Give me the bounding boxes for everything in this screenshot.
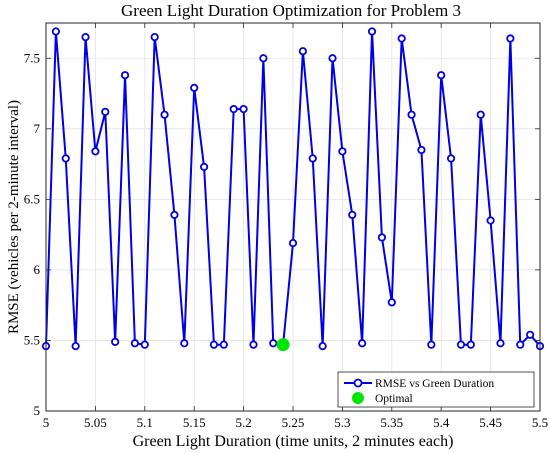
rmse-point	[526, 330, 535, 339]
rmse-point	[466, 340, 475, 349]
rmse-point	[51, 27, 60, 36]
rmse-point	[358, 339, 367, 348]
x-axis-label: Green Light Duration (time units, 2 minu…	[133, 433, 454, 450]
rmse-point	[229, 104, 238, 114]
rmse-point	[219, 340, 228, 349]
x-tick-label: 5.2	[235, 415, 251, 430]
rmse-point	[486, 216, 495, 225]
rmse-point	[249, 340, 258, 349]
rmse-point	[348, 210, 357, 219]
rmse-point	[170, 210, 179, 219]
rmse-point	[496, 339, 505, 348]
rmse-point	[456, 340, 466, 349]
rmse-point	[81, 33, 90, 42]
legend-label-rmse: RMSE vs Green Duration	[375, 378, 494, 390]
rmse-point	[160, 110, 169, 119]
rmse-point	[288, 239, 298, 248]
rmse-point	[61, 154, 70, 163]
rmse-point	[298, 47, 307, 56]
rmse-point	[130, 339, 140, 348]
rmse-point	[446, 154, 456, 163]
rmse-point	[407, 110, 416, 119]
x-tick-label: 5	[43, 415, 50, 430]
rmse-point	[150, 33, 159, 42]
rmse-point	[318, 341, 327, 351]
rmse-point	[367, 27, 377, 36]
rmse-point	[140, 340, 149, 349]
y-tick-label: 5.5	[24, 332, 40, 347]
rmse-point	[209, 340, 219, 349]
rmse-point	[437, 71, 446, 80]
optimal-point	[276, 338, 290, 352]
y-tick-label: 5	[34, 403, 41, 418]
legend-marker-rmse	[353, 378, 363, 388]
x-tick-label: 5.05	[84, 415, 107, 430]
x-tick-label: 5.35	[380, 415, 403, 430]
chart-title: Green Light Duration Optimization for Pr…	[121, 1, 461, 20]
y-tick-label: 7.5	[24, 50, 40, 65]
x-tick-label: 5.25	[282, 415, 305, 430]
rmse-point	[101, 107, 110, 116]
rmse-point	[387, 298, 396, 307]
rmse-point	[91, 147, 100, 156]
rmse-point	[427, 340, 436, 349]
rmse-point	[259, 54, 268, 63]
x-tick-label: 5.15	[183, 415, 206, 430]
x-tick-label: 5.4	[433, 415, 450, 430]
y-axis-label: RMSE (vehicles per 2-minute interval)	[6, 100, 22, 334]
rmse-point	[417, 145, 426, 155]
rmse-point	[328, 54, 337, 63]
rmse-point	[180, 339, 189, 348]
rmse-point	[377, 233, 387, 242]
series-layer	[41, 27, 545, 352]
x-tick-label: 5.3	[334, 415, 350, 430]
x-tick-label: 5.1	[137, 415, 153, 430]
tick-layer: 5 5.05 5.1 5.15 5.2 5.25 5.3 5.35 5.4 5.45 5.5 5 5.5…	[24, 23, 548, 430]
legend: RMSE vs Green Duration Optimal	[337, 371, 535, 408]
rmse-point	[506, 34, 515, 43]
x-tick-label: 5.5	[532, 415, 548, 430]
rmse-point	[338, 147, 347, 156]
rmse-point	[516, 340, 525, 349]
legend-label-optimal: Optimal	[375, 393, 413, 405]
rmse-point	[190, 83, 199, 93]
legend-marker-optimal	[352, 392, 364, 404]
rmse-point	[308, 154, 317, 163]
rmse-point	[239, 104, 248, 114]
rmse-point	[199, 162, 209, 172]
rmse-point	[71, 341, 80, 351]
y-tick-label: 7	[34, 121, 41, 136]
rmse-point	[397, 34, 406, 43]
x-tick-label: 5.45	[479, 415, 502, 430]
legend-box	[337, 371, 535, 408]
rmse-point	[120, 71, 130, 80]
rmse-point	[476, 110, 485, 119]
rmse-point	[269, 339, 278, 348]
y-tick-label: 6	[34, 262, 41, 277]
y-tick-label: 6.5	[24, 191, 40, 206]
rmse-point	[111, 337, 120, 346]
